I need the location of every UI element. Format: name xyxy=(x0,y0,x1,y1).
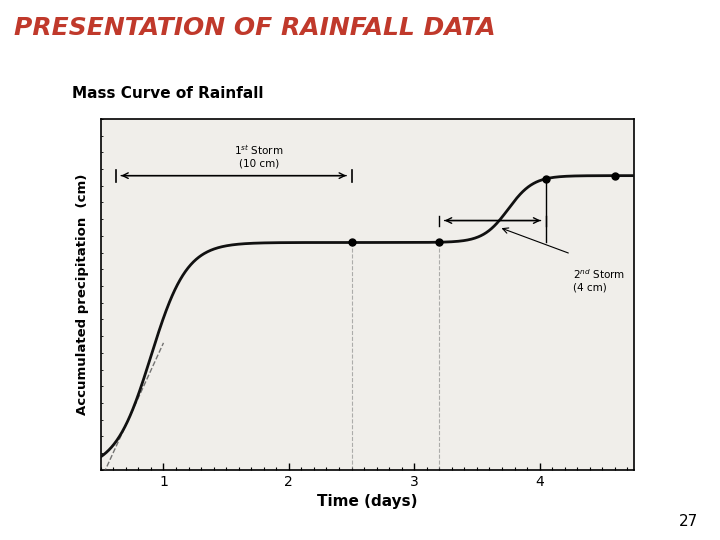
Text: 27: 27 xyxy=(679,514,698,529)
X-axis label: Time (days): Time (days) xyxy=(317,494,418,509)
Text: $2^{nd}$ Storm
(4 cm): $2^{nd}$ Storm (4 cm) xyxy=(573,267,626,293)
Text: $1^{st}$ Storm
(10 cm): $1^{st}$ Storm (10 cm) xyxy=(234,144,284,169)
Y-axis label: Accumulated precipitation  (cm): Accumulated precipitation (cm) xyxy=(76,174,89,415)
Text: PRESENTATION OF RAINFALL DATA: PRESENTATION OF RAINFALL DATA xyxy=(14,16,496,40)
Text: Mass Curve of Rainfall: Mass Curve of Rainfall xyxy=(72,86,264,102)
